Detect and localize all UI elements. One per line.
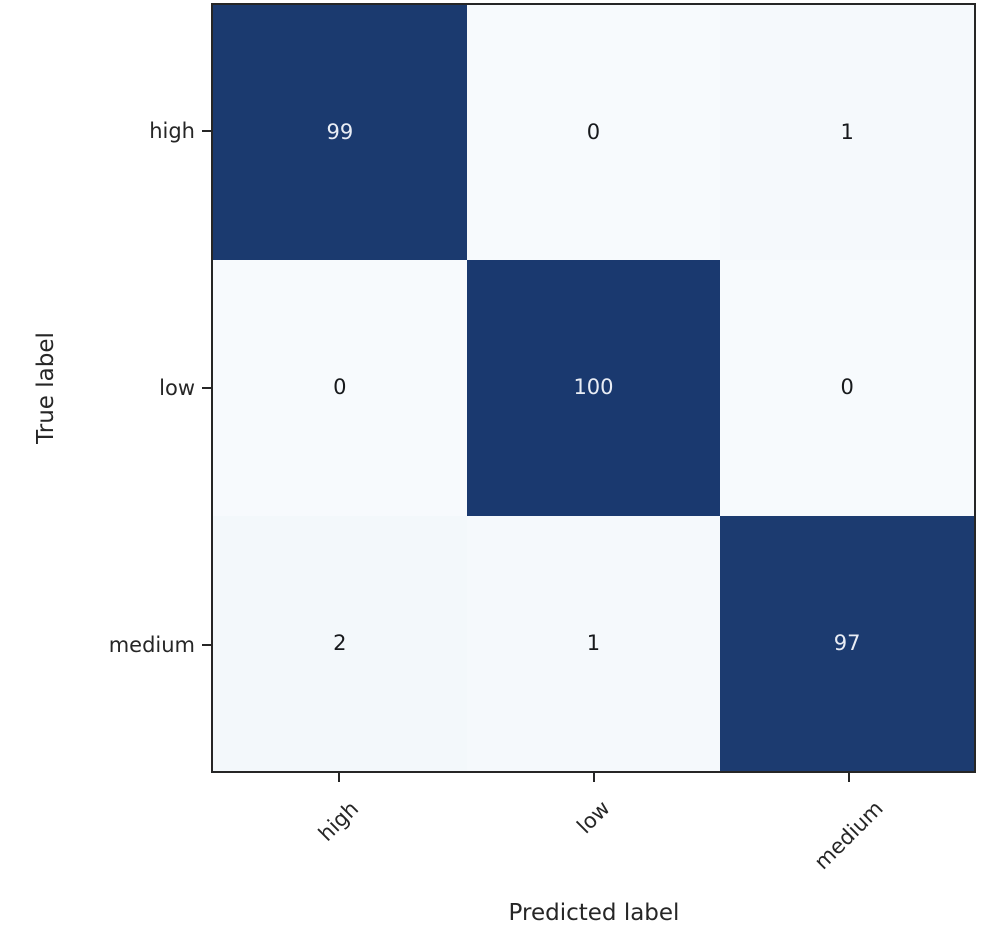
y-tick-mark bbox=[202, 643, 211, 646]
heatmap-cell: 1 bbox=[466, 515, 721, 771]
y-tick-mark bbox=[202, 387, 211, 389]
heatmap-cell: 99 bbox=[213, 5, 467, 261]
y-tick-label: medium bbox=[108, 632, 195, 657]
cell-value: 0 bbox=[333, 375, 347, 400]
x-tick-mark bbox=[337, 773, 340, 782]
cell-value: 1 bbox=[840, 120, 854, 145]
heatmap-grid: 99 0 1 0 100 0 2 1 97 bbox=[211, 3, 976, 773]
x-tick-label: medium bbox=[809, 795, 888, 874]
cell-value: 97 bbox=[833, 630, 861, 655]
x-tick-label: high bbox=[313, 796, 363, 846]
cell-value: 0 bbox=[586, 120, 601, 145]
cell-value: 100 bbox=[573, 375, 614, 400]
cell-value: 99 bbox=[326, 120, 354, 145]
x-axis-label: Predicted label bbox=[508, 900, 680, 926]
heatmap-cell: 0 bbox=[213, 260, 467, 516]
y-tick-label: low bbox=[159, 376, 195, 400]
x-tick-mark bbox=[847, 773, 850, 782]
y-axis-label: True label bbox=[33, 332, 59, 444]
y-tick-mark bbox=[202, 130, 211, 133]
cell-value: 0 bbox=[840, 375, 854, 400]
x-tick-label: low bbox=[571, 796, 615, 839]
cell-value: 2 bbox=[333, 630, 347, 655]
cell-value: 1 bbox=[586, 630, 601, 655]
heatmap-cell: 0 bbox=[720, 260, 974, 516]
heatmap-cell: 2 bbox=[213, 515, 467, 771]
heatmap-cell: 0 bbox=[466, 5, 721, 261]
heatmap-cell: 1 bbox=[720, 5, 974, 261]
heatmap-cell: 97 bbox=[720, 515, 974, 771]
y-tick-label: high bbox=[149, 119, 195, 144]
x-tick-mark bbox=[592, 773, 595, 782]
heatmap-cell: 100 bbox=[466, 260, 721, 516]
